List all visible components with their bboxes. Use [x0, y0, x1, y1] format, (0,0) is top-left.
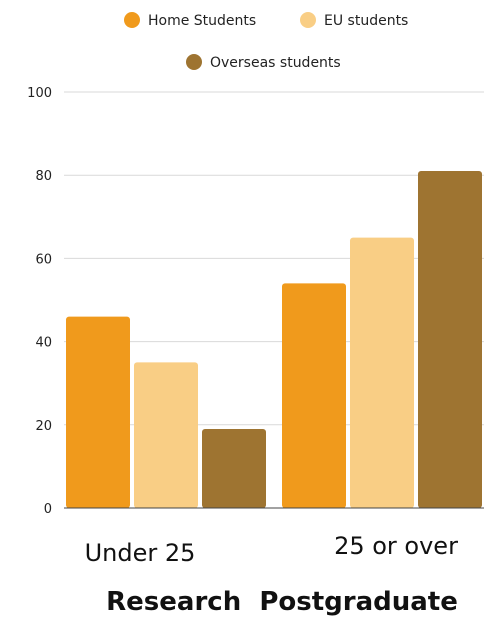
y-axis-ticks: 0 20 40 60 80 100 — [27, 86, 52, 517]
y-tick-label: 20 — [35, 419, 52, 434]
legend-label: Home Students — [148, 13, 256, 29]
y-tick-label: 100 — [27, 86, 52, 101]
bar — [282, 283, 346, 508]
bar — [350, 237, 414, 508]
legend-label: Overseas students — [210, 55, 341, 71]
bar — [202, 428, 266, 508]
y-tick-label: 60 — [35, 252, 52, 267]
y-tick-label: 80 — [35, 169, 52, 184]
legend-swatch — [124, 12, 140, 28]
x-category-label: Under 25 — [85, 539, 196, 567]
legend-label: EU students — [324, 13, 408, 29]
y-tick-label: 40 — [35, 336, 52, 351]
x-category-label: 25 or over — [334, 532, 458, 560]
bar — [66, 316, 130, 508]
legend: Home Students EU students Overseas student… — [124, 12, 408, 71]
bar — [418, 171, 482, 509]
bar — [134, 362, 198, 508]
x-axis-label: Research Postgraduate — [106, 587, 458, 617]
legend-swatch — [186, 54, 202, 70]
bars — [66, 171, 482, 509]
legend-swatch — [300, 12, 316, 28]
x-axis-categories: Under 25 25 or over — [85, 532, 458, 567]
y-tick-label: 0 — [44, 502, 52, 517]
